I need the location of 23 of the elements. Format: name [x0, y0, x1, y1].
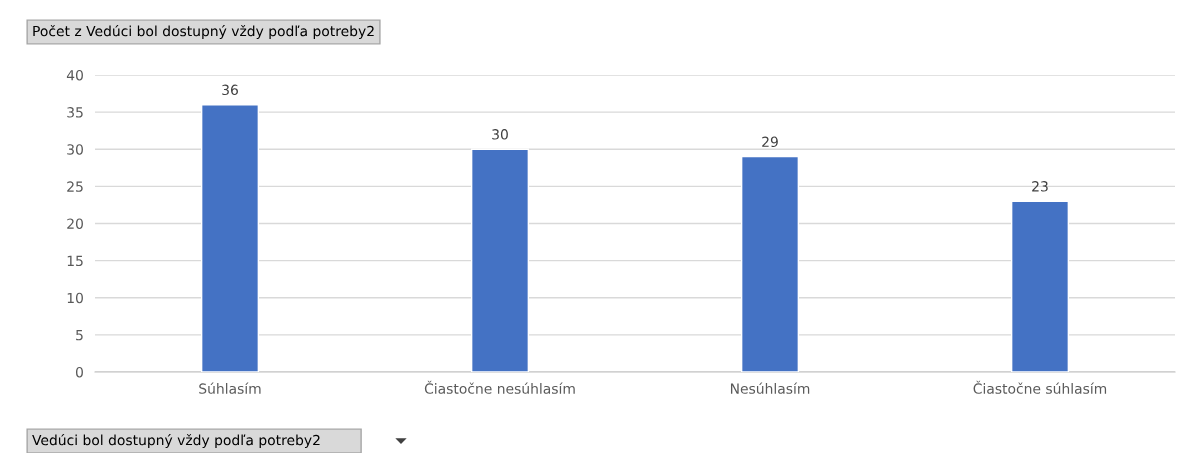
- y-tick-label: 20: [67, 218, 83, 229]
- x-axis-title: Vedúci bol dostupný vždy podľa potreby2: [32, 434, 320, 448]
- x-tick-label: Súhlasím: [199, 382, 261, 394]
- x-tick-label: Čiastočne súhlasím: [973, 380, 1107, 394]
- y-tick-label: 35: [67, 107, 83, 118]
- y-tick-label: 15: [67, 255, 83, 267]
- bar: [740, 155, 800, 372]
- data-label: 30: [492, 129, 508, 140]
- bar: [200, 104, 260, 372]
- y-tick-label: 25: [67, 181, 83, 192]
- y-tick-label: 5: [76, 330, 83, 341]
- y-tick-label: 40: [66, 69, 83, 81]
- data-label: 36: [222, 84, 238, 96]
- data-label: 29: [762, 136, 778, 148]
- y-tick-label: 10: [67, 292, 83, 304]
- y-tick-label: 30: [67, 144, 83, 155]
- chart-title: Počet z Vedúci bol dostupný vždy podľa potreby2: [33, 25, 374, 39]
- x-tick-label: Nesúhlasím: [730, 382, 810, 394]
- bar: [470, 148, 530, 372]
- x-tick-label: Čiastočne nesúhlasím: [424, 380, 575, 394]
- y-tick-label: 0: [75, 366, 83, 378]
- bar: [1010, 200, 1070, 372]
- data-label: 23: [1032, 181, 1048, 192]
